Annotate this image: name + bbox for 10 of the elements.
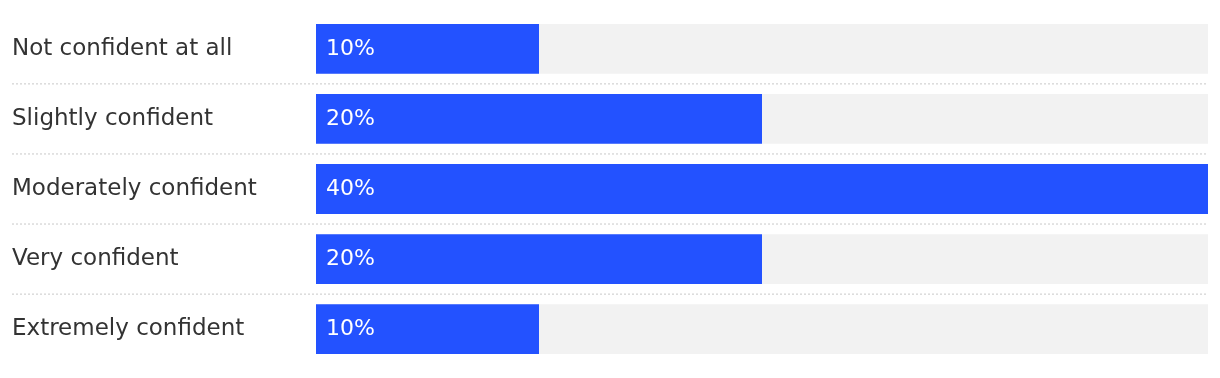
y-tick-label: Very confident bbox=[12, 244, 179, 271]
data-label: 20% bbox=[326, 244, 375, 270]
y-tick-label: Not confident at all bbox=[12, 33, 233, 60]
y-tick-label: Slightly confident bbox=[12, 103, 214, 130]
data-label: 40% bbox=[326, 174, 375, 200]
y-tick-label: Moderately confident bbox=[12, 173, 257, 200]
data-label: 20% bbox=[326, 104, 375, 130]
data-label: 10% bbox=[326, 34, 375, 60]
y-tick-label: Extremely confident bbox=[12, 314, 245, 341]
data-label: 10% bbox=[326, 314, 375, 340]
